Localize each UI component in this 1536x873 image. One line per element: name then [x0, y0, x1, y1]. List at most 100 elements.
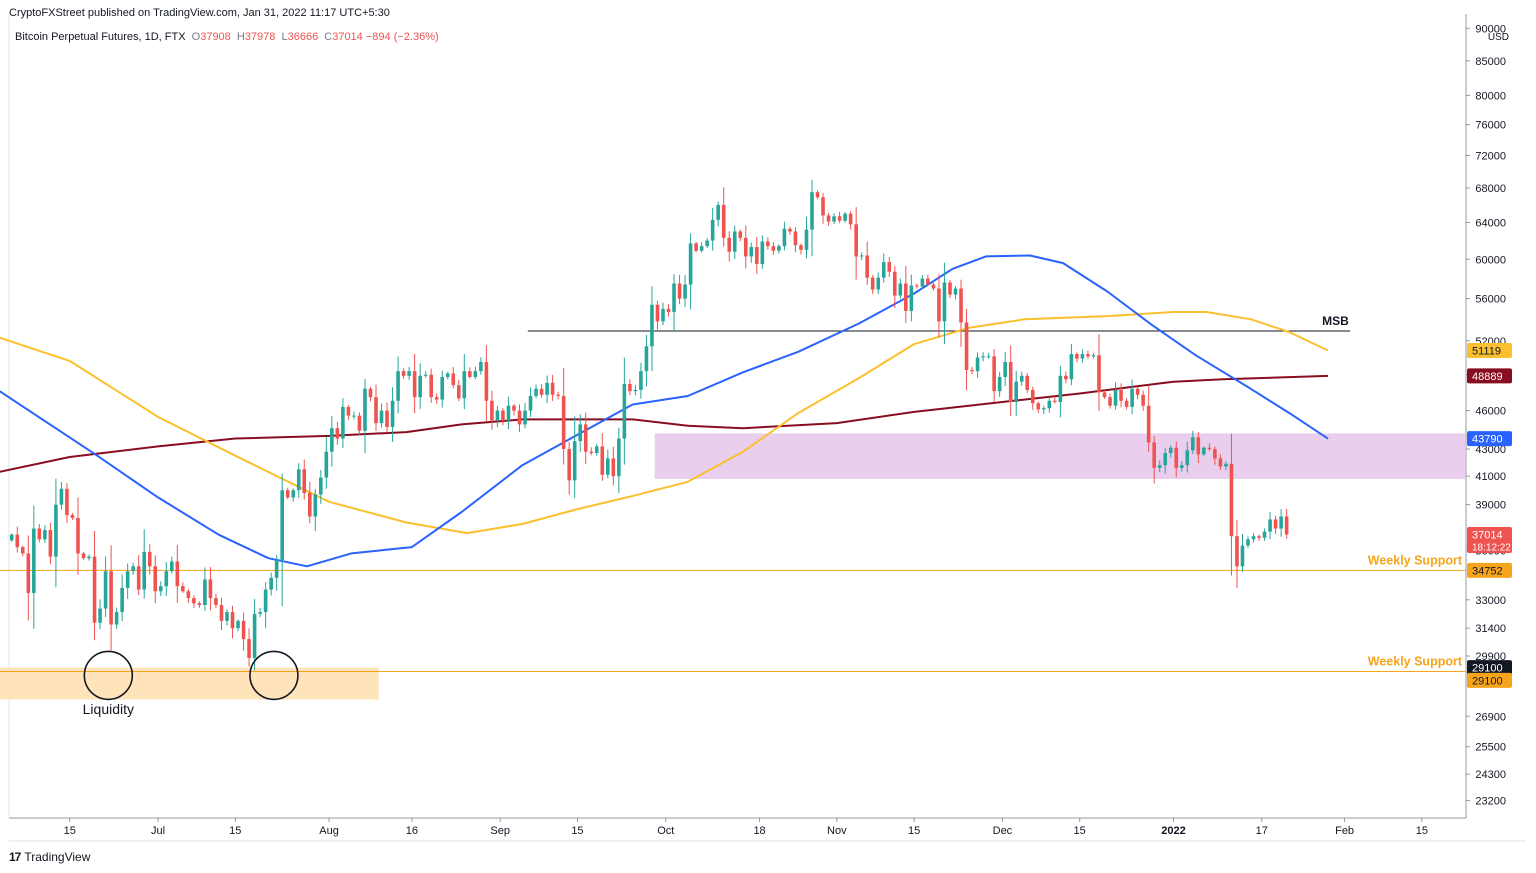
- candle: [672, 274, 676, 331]
- candle: [799, 243, 803, 255]
- x-tick-label: 16: [406, 825, 418, 837]
- candle: [451, 366, 456, 389]
- candle-body: [65, 488, 69, 515]
- candle-body: [705, 240, 709, 247]
- candle-body: [589, 451, 594, 454]
- candle: [1080, 349, 1085, 363]
- candle: [1185, 441, 1190, 473]
- candle-body: [109, 571, 113, 625]
- candle-body: [451, 373, 456, 386]
- candle-body: [1086, 354, 1090, 357]
- candle-body: [401, 371, 406, 376]
- candle-body: [103, 571, 108, 609]
- candle-body: [434, 397, 439, 400]
- candle: [385, 402, 389, 433]
- candle: [125, 563, 130, 599]
- candle: [556, 391, 560, 400]
- x-tick-label: 15: [229, 825, 241, 837]
- candle: [561, 367, 566, 465]
- y-tick-label: 60000: [1475, 254, 1506, 266]
- candle: [821, 193, 825, 224]
- candle: [352, 411, 356, 420]
- candle-body: [153, 566, 158, 592]
- candle-body: [975, 357, 980, 372]
- candle: [865, 241, 869, 285]
- candle: [628, 379, 632, 396]
- candle-body: [136, 566, 141, 590]
- candle-body: [539, 388, 544, 395]
- brand-footer[interactable]: 17 TradingView: [9, 850, 90, 864]
- candle-body: [385, 410, 389, 427]
- ema50-line: [0, 254, 1329, 568]
- candle: [661, 302, 665, 326]
- candle: [1229, 433, 1234, 576]
- candle: [677, 274, 682, 305]
- candle: [1268, 512, 1272, 540]
- candle: [782, 221, 787, 251]
- candle-body: [534, 388, 538, 396]
- level-label-0: MSB: [1322, 314, 1349, 328]
- liquidity-circle-2: [249, 650, 299, 701]
- candle: [666, 304, 671, 317]
- y-tick-label: 72000: [1475, 150, 1506, 162]
- candle-body: [594, 446, 599, 454]
- candle: [208, 566, 213, 611]
- candle-body: [1124, 400, 1129, 407]
- candle-body: [716, 204, 720, 220]
- tradingview-logo-icon: 17: [9, 850, 21, 864]
- candle: [170, 556, 174, 574]
- candle-body: [550, 382, 555, 395]
- candle: [970, 366, 974, 375]
- zone-liquidity: [0, 667, 379, 700]
- candle: [423, 371, 428, 378]
- price-label-0: 51119: [1467, 343, 1512, 359]
- candle: [633, 385, 638, 396]
- candle-body: [407, 371, 411, 376]
- price-label-text: 37014: [1472, 529, 1503, 541]
- candle-body: [54, 504, 58, 557]
- candle-body: [412, 371, 417, 398]
- candle: [307, 481, 312, 524]
- candle-body: [1130, 388, 1134, 407]
- y-tick-label: 68000: [1475, 183, 1506, 195]
- candle: [1157, 460, 1162, 473]
- candle-body: [1058, 375, 1063, 403]
- candle: [192, 595, 196, 608]
- candle: [898, 278, 903, 299]
- candle-body: [114, 612, 119, 625]
- candle: [926, 274, 930, 287]
- candle-body: [473, 371, 478, 377]
- candle: [296, 463, 301, 498]
- candle: [120, 574, 124, 622]
- candle-body: [32, 528, 36, 593]
- candle-body: [506, 405, 511, 421]
- close-label: C: [324, 31, 333, 43]
- candle: [1179, 461, 1184, 472]
- candle: [429, 368, 433, 403]
- candle-body: [986, 356, 991, 358]
- candle-body: [1102, 392, 1107, 398]
- y-tick-label: 24300: [1475, 769, 1506, 781]
- price-label-2: 43790: [1467, 431, 1512, 447]
- candle-body: [755, 247, 759, 265]
- candles-group: [9, 180, 1289, 671]
- candle-body: [484, 361, 489, 401]
- candle: [1213, 446, 1217, 465]
- candle-body: [677, 283, 682, 299]
- candle: [1279, 509, 1283, 537]
- candle: [766, 237, 770, 250]
- candle: [131, 562, 135, 575]
- candle: [732, 225, 737, 259]
- candle: [59, 482, 64, 510]
- candle-body: [181, 586, 185, 592]
- candle: [1130, 379, 1134, 415]
- candle-body: [468, 371, 472, 377]
- candle: [230, 605, 235, 639]
- symbol-name[interactable]: Bitcoin Perpetual Futures, 1D, FTX: [15, 31, 186, 43]
- y-tick-label: 31400: [1475, 623, 1506, 635]
- candle: [683, 275, 687, 308]
- candle: [793, 227, 798, 253]
- candle: [236, 619, 240, 632]
- candle-body: [219, 605, 224, 621]
